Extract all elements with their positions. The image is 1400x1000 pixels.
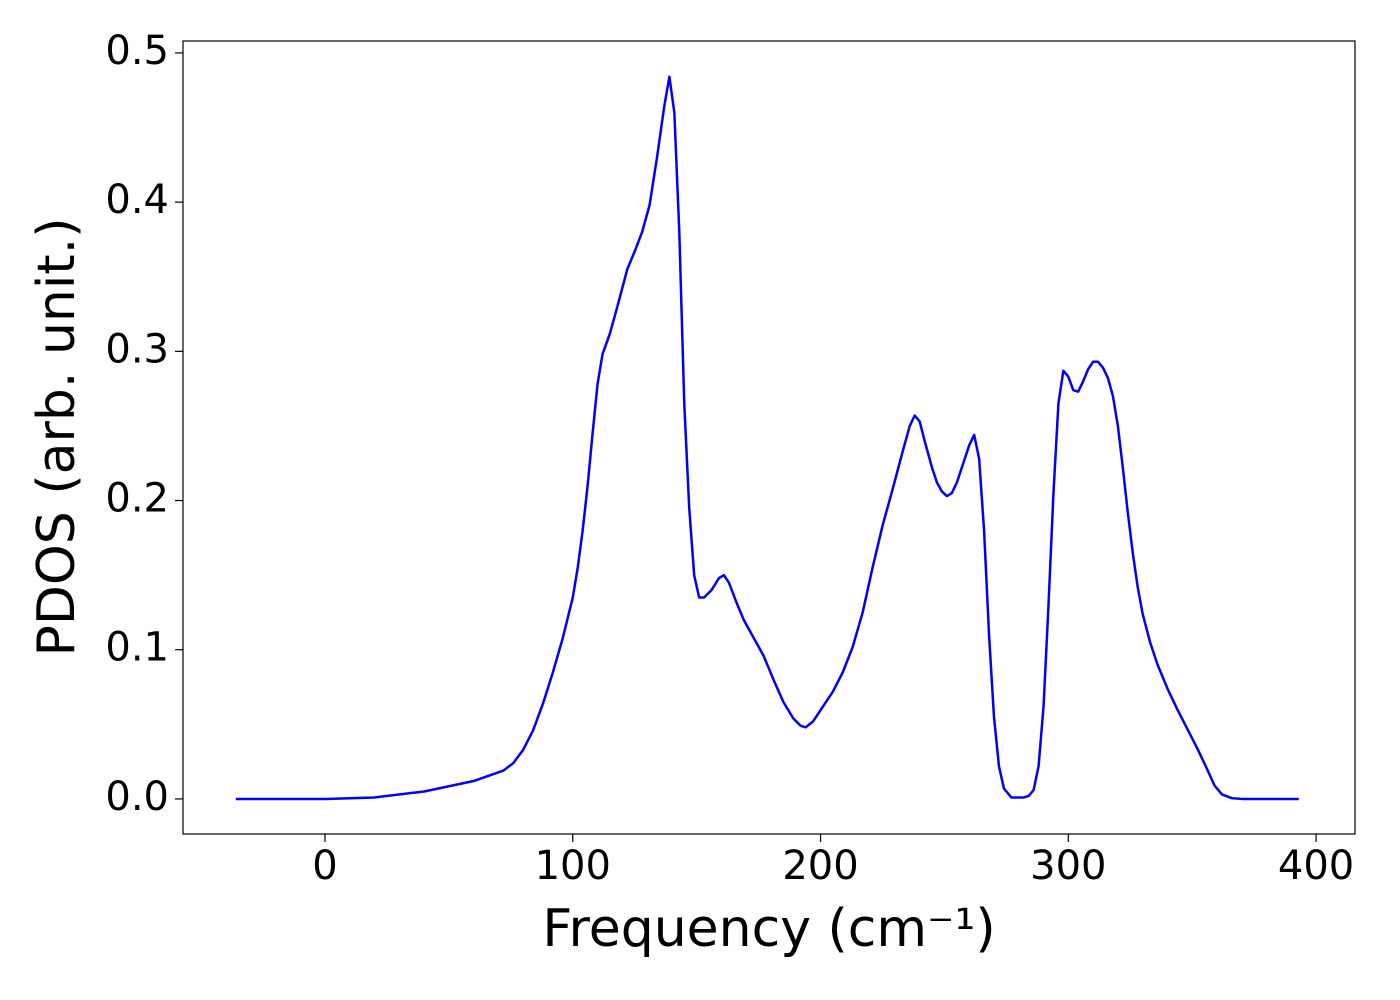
plot-frame: [182, 40, 1356, 835]
y-tick-label: 0.0: [105, 774, 169, 820]
y-tick-label: 0.1: [105, 625, 169, 671]
x-tick-label: 400: [1278, 843, 1354, 889]
y-tick-label: 0.5: [105, 28, 169, 74]
y-tick-label: 0.2: [105, 476, 169, 522]
data-line: [235, 75, 1299, 801]
x-axis-label: Frequency (cm⁻¹): [542, 899, 995, 959]
x-tick-label: 100: [535, 843, 611, 889]
x-tick-label: 200: [782, 843, 858, 889]
x-tick-label: 0: [312, 843, 337, 889]
y-tick-label: 0.4: [105, 177, 169, 223]
y-tick-label: 0.3: [105, 326, 169, 372]
x-tick-label: 300: [1030, 843, 1106, 889]
y-axis-label: PDOS (arb. unit.): [27, 217, 87, 656]
